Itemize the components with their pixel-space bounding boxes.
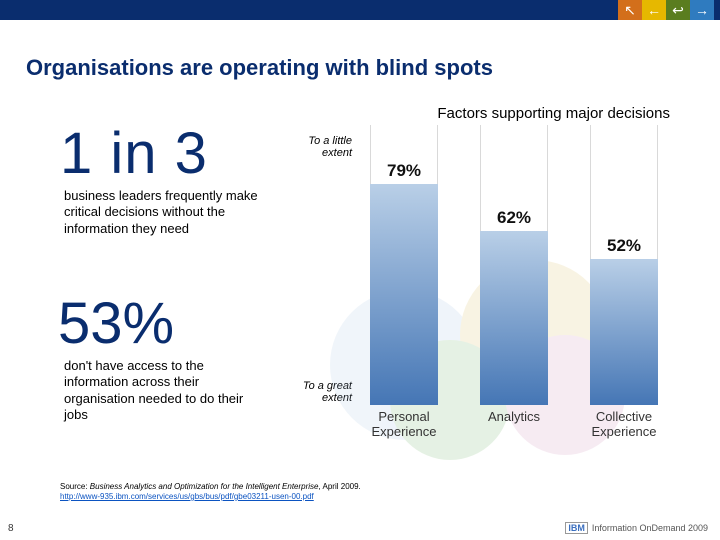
bar: 79% (370, 125, 438, 405)
bar: 62% (480, 125, 548, 405)
chart-title: Factors supporting major decisions (437, 105, 670, 122)
page-number: 8 (8, 523, 14, 534)
bar-category-label: Collective Experience (579, 410, 669, 440)
factors-bar-chart: 79%Personal Experience62%Analytics52%Col… (360, 125, 690, 425)
bar-value-label: 52% (590, 236, 658, 256)
axis-label-top: To a little extent (300, 135, 352, 159)
stat-1-in-3-caption: business leaders frequently make critica… (64, 188, 274, 237)
ibm-logo: IBM (565, 522, 588, 534)
bar-value-label: 79% (370, 161, 438, 181)
bar: 52% (590, 125, 658, 405)
bar-group: 79%Personal Experience62%Analytics52%Col… (360, 125, 690, 425)
source-prefix: Source: (60, 482, 90, 491)
stat-53pct-caption: don't have access to the information acr… (64, 358, 244, 423)
slide: ↖←↩→ Organisations are operating with bl… (0, 0, 720, 540)
axis-label-bottom: To a great extent (300, 380, 352, 404)
stat-53pct: 53% (58, 290, 174, 357)
nav-arrow-icon[interactable]: → (690, 0, 714, 20)
footer-brand: IBM Information OnDemand 2009 (565, 522, 708, 534)
source-citation: Source: Business Analytics and Optimizat… (60, 482, 361, 502)
bar-fill (590, 259, 658, 405)
bar-fill (480, 231, 548, 405)
bar-category-label: Personal Experience (359, 410, 449, 440)
source-date: , April 2009. (319, 482, 361, 491)
bar-fill (370, 184, 438, 405)
nav-arrow-icon[interactable]: ↖ (618, 0, 642, 20)
bar-category-label: Analytics (469, 410, 559, 425)
footer-brand-text: Information OnDemand 2009 (592, 523, 708, 533)
source-title: Business Analytics and Optimization for … (90, 482, 319, 491)
nav-icon-strip: ↖←↩→ (618, 0, 714, 20)
nav-arrow-icon[interactable]: ← (642, 0, 666, 20)
top-bar (0, 0, 720, 20)
source-link[interactable]: http://www-935.ibm.com/services/us/gbs/b… (60, 492, 314, 501)
nav-arrow-icon[interactable]: ↩ (666, 0, 690, 20)
stat-1-in-3: 1 in 3 (60, 120, 208, 187)
bar-value-label: 62% (480, 208, 548, 228)
page-title: Organisations are operating with blind s… (26, 55, 493, 81)
